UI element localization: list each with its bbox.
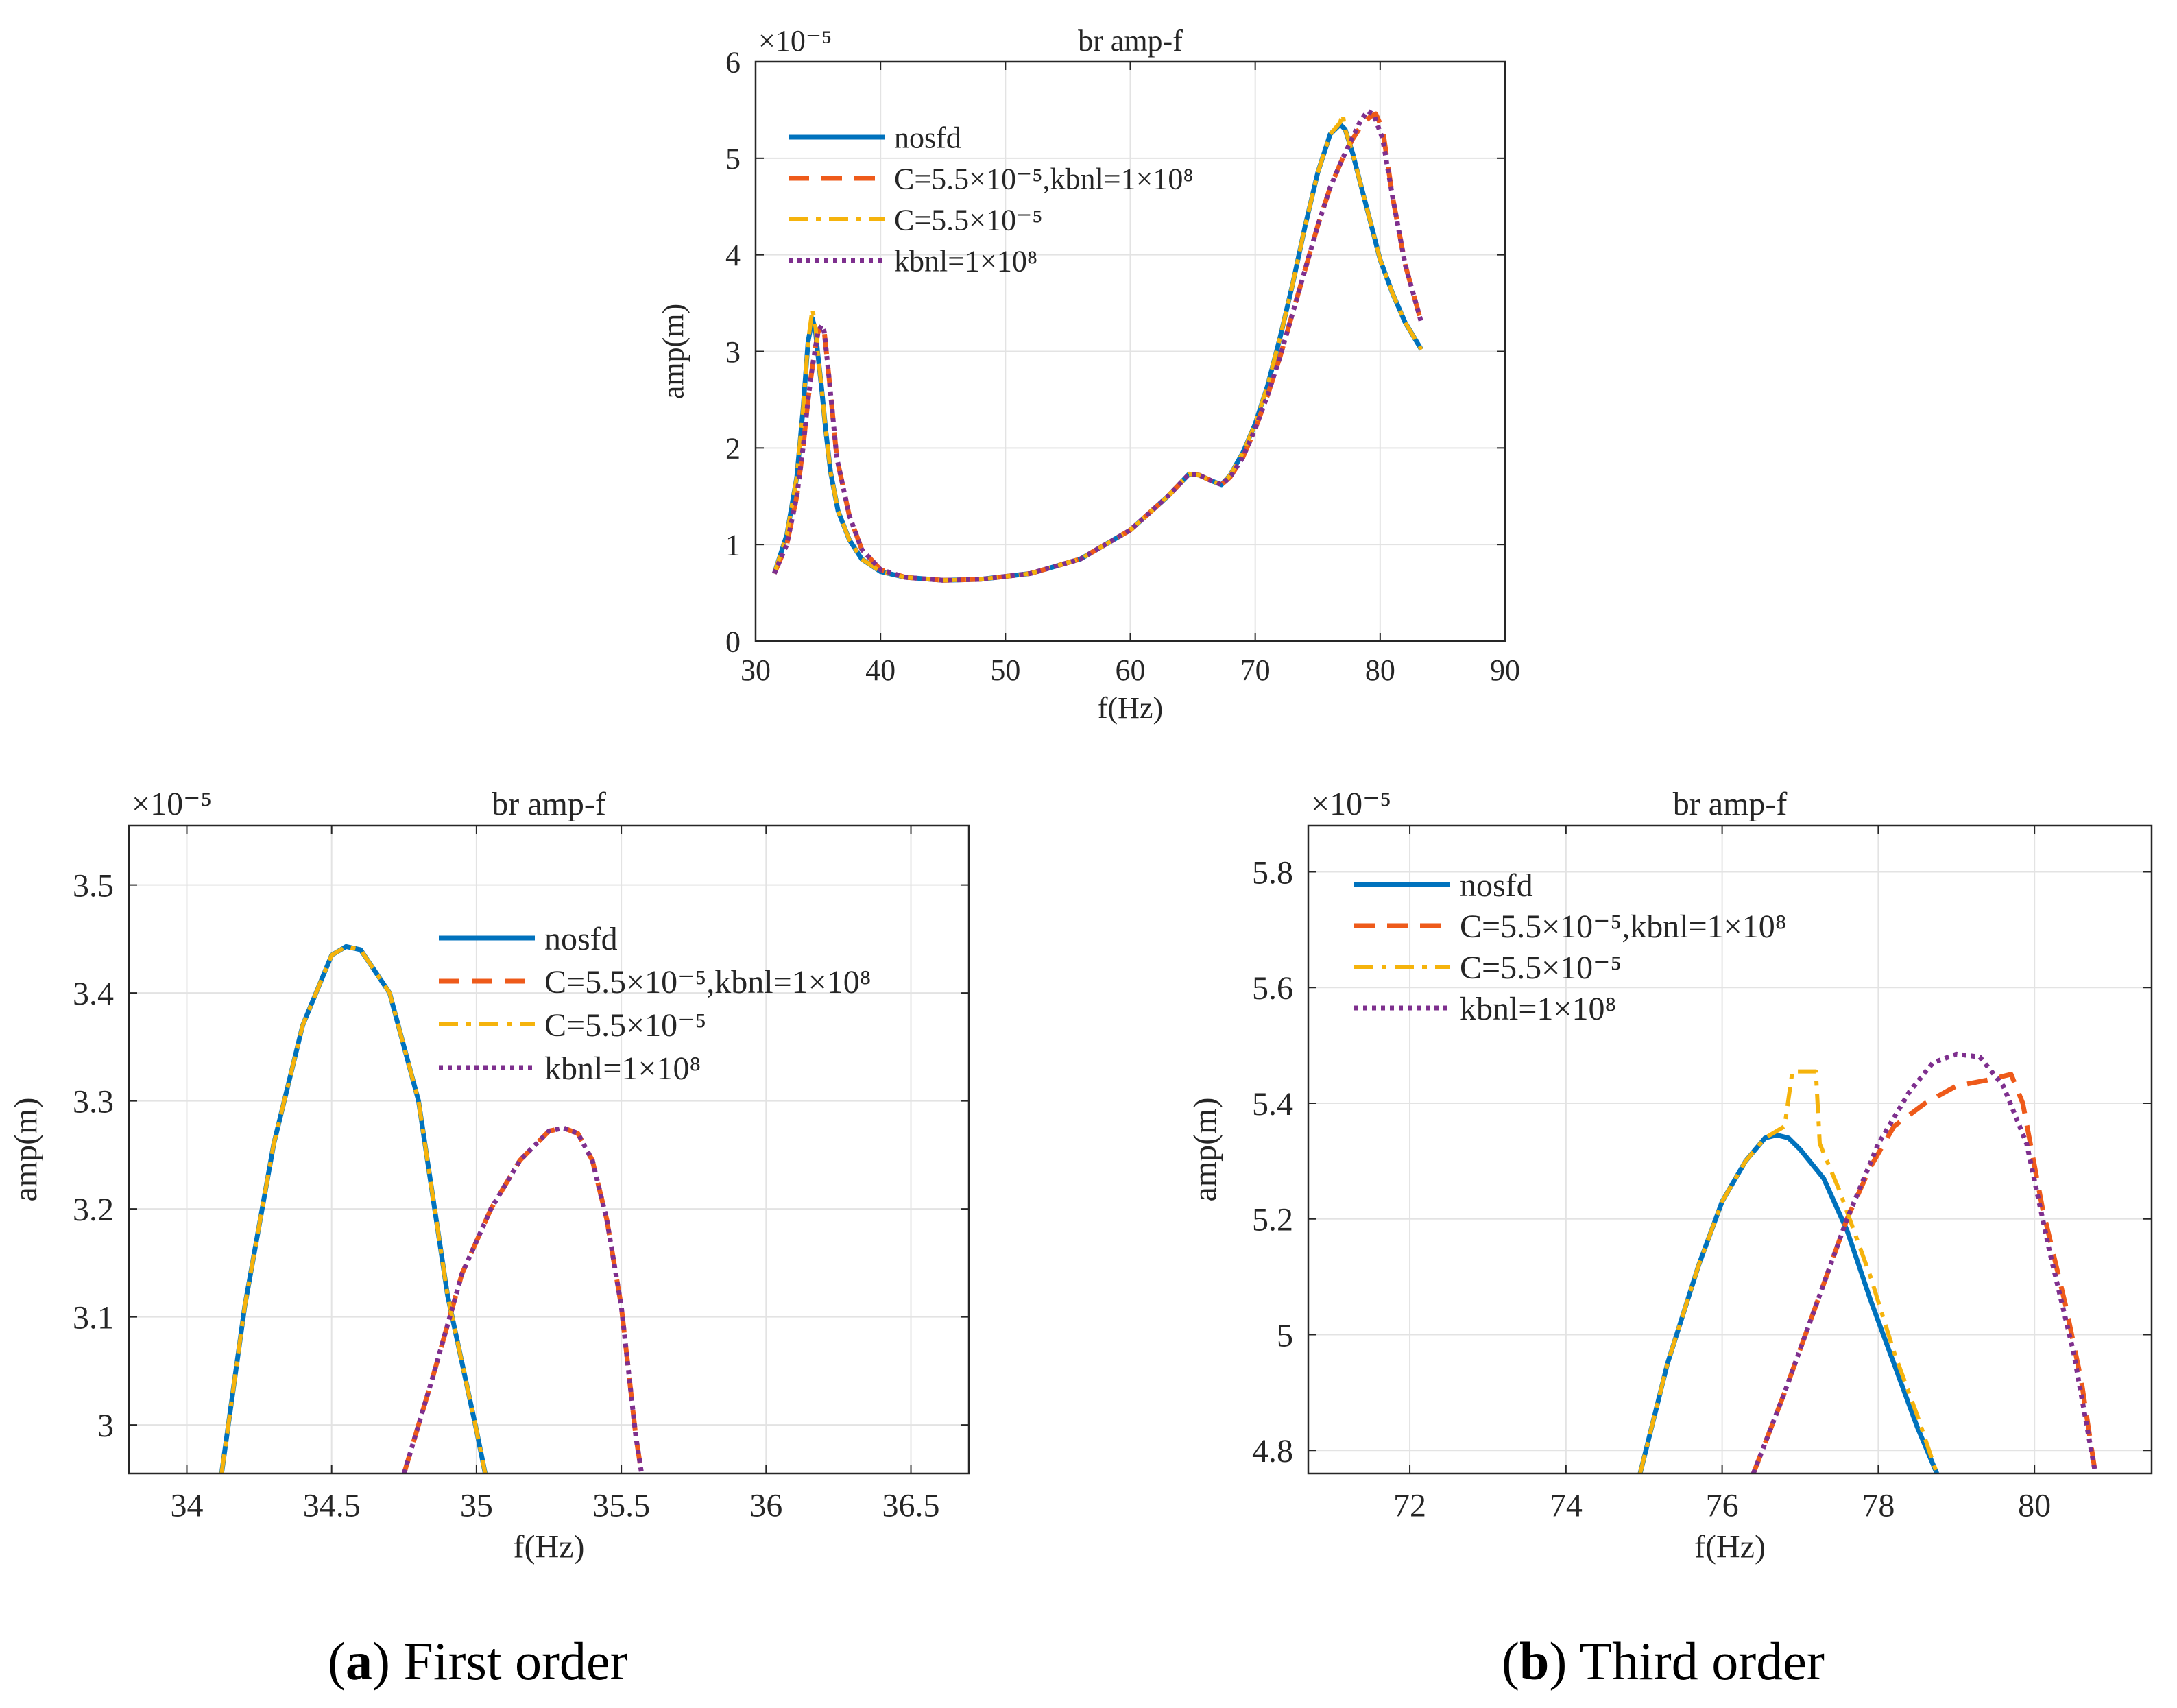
legend: nosfd C=5.5×10⁻⁵,kbnl=1×10⁸ C=5.5×10⁻⁵ kbnl… (1354, 867, 1786, 1027)
x-tick-label: 30 (741, 653, 771, 687)
series-line-2 (1751, 1072, 2098, 1474)
legend-label-3: C=5.5×10⁻⁵ (894, 203, 1043, 237)
legend-label-3: C=5.5×10⁻⁵ (544, 1007, 706, 1044)
x-tick-label: 70 (1240, 653, 1271, 687)
legend: nosfd C=5.5×10⁻⁵,kbnl=1×10⁸ C=5.5×10⁻⁵ kbnl… (789, 121, 1194, 278)
caption-b-letter: b (1519, 1631, 1550, 1691)
y-tick-label: 0 (725, 625, 741, 658)
x-tick-label: 35 (460, 1487, 493, 1524)
legend-label-3: C=5.5×10⁻⁵ (1460, 950, 1622, 986)
plot-area (1308, 826, 2152, 1474)
legend-label-1: nosfd (1460, 867, 1533, 904)
axes-frame (754, 60, 1506, 642)
y-exponent-label: ×10⁻⁵ (758, 24, 832, 58)
axes-frame (128, 824, 970, 1475)
x-tick-label: 76 (1706, 1487, 1739, 1524)
series-line-3 (772, 112, 1423, 583)
caption-a-text: First order (403, 1631, 628, 1691)
chart-title: br amp-f (1078, 24, 1183, 58)
axes-frame (1307, 824, 2153, 1475)
legend-label-1: nosfd (894, 121, 961, 154)
caption-b: (b) Third order (1502, 1631, 1825, 1691)
series-group (771, 108, 1424, 583)
caption-b-text: Third order (1579, 1631, 1825, 1691)
y-tick-label: 5 (1277, 1317, 1293, 1354)
y-tick-label: 3 (97, 1408, 114, 1444)
legend-label-4: kbnl=1×10⁸ (894, 244, 1037, 278)
y-tick-label: 3.3 (73, 1083, 114, 1120)
y-axis-label: amp(m) (8, 1098, 44, 1202)
x-tick-label: 36.5 (882, 1487, 940, 1524)
x-tick-label: 72 (1393, 1487, 1426, 1524)
x-tick-label: 36 (749, 1487, 782, 1524)
x-tick-label: 80 (2018, 1487, 2051, 1524)
y-tick-label: 5.2 (1252, 1202, 1293, 1238)
y-exponent-label: ×10⁻⁵ (132, 786, 212, 822)
x-tick-label: 60 (1116, 653, 1146, 687)
y-tick-label: 5.8 (1252, 854, 1293, 891)
x-axis-label: f(Hz) (514, 1528, 585, 1565)
y-tick-label: 4 (725, 239, 741, 272)
x-axis-label: f(Hz) (1694, 1528, 1766, 1565)
x-tick-label: 34.5 (303, 1487, 361, 1524)
legend-label-2: C=5.5×10⁻⁵,kbnl=1×10⁸ (894, 162, 1194, 195)
x-tick-label: 80 (1365, 653, 1395, 687)
series-line-4 (772, 108, 1424, 583)
y-axis-label: amp(m) (1187, 1098, 1223, 1202)
y-tick-label: 5.4 (1252, 1086, 1293, 1122)
y-tick-label: 3 (725, 335, 741, 369)
x-tick-label: 34 (170, 1487, 203, 1524)
y-tick-label: 3.2 (73, 1192, 114, 1228)
plot-area (129, 826, 969, 1474)
y-axis-label: amp(m) (656, 304, 690, 399)
y-tick-label: 1 (725, 529, 741, 562)
chart-top: 30 40 50 60 70 80 90 0 1 2 3 4 5 6 br amp-f f(Hz) amp(m)… (656, 24, 1520, 725)
y-tick-label: 3.1 (73, 1299, 114, 1336)
legend-label-2: C=5.5×10⁻⁵,kbnl=1×10⁸ (1460, 909, 1786, 945)
x-tick-label: 78 (1862, 1487, 1895, 1524)
y-tick-label: 6 (725, 45, 741, 79)
x-axis-label: f(Hz) (1098, 691, 1163, 725)
y-tick-label: 5.6 (1252, 970, 1293, 1007)
caption-a: (a) First order (328, 1631, 628, 1691)
x-tick-label: 74 (1550, 1487, 1583, 1524)
caption-a-letter: a (345, 1631, 372, 1691)
series-line-3 (1638, 1069, 1939, 1474)
legend-label-2: C=5.5×10⁻⁵,kbnl=1×10⁸ (544, 964, 871, 1000)
y-tick-label: 3.5 (73, 867, 114, 904)
series-line-1 (1637, 1132, 1940, 1474)
y-tick-label: 2 (725, 432, 741, 466)
legend-label-4: kbnl=1×10⁸ (1460, 991, 1616, 1027)
series-group (219, 943, 645, 1474)
chart-title: br amp-f (492, 786, 606, 822)
x-tick-label: 35.5 (592, 1487, 650, 1524)
legend-label-1: nosfd (544, 921, 618, 957)
series-group (1637, 1051, 2098, 1474)
series-line-4 (401, 1125, 645, 1474)
y-tick-label: 5 (725, 142, 741, 176)
legend-label-4: kbnl=1×10⁸ (544, 1050, 701, 1087)
series-line-3 (219, 944, 488, 1474)
y-tick-label: 4.8 (1252, 1433, 1293, 1469)
x-tick-label: 90 (1490, 653, 1520, 687)
y-exponent-label: ×10⁻⁵ (1311, 786, 1391, 822)
chart-title: br amp-f (1673, 786, 1788, 822)
chart-a: 34 34.5 35 35.5 36 36.5 3 3.1 3.2 3.3 3.4 3.5 br amp… (8, 786, 970, 1565)
y-tick-label: 3.4 (73, 976, 114, 1012)
legend: nosfd C=5.5×10⁻⁵,kbnl=1×10⁸ C=5.5×10⁻⁵ kbnl… (439, 921, 871, 1087)
x-tick-label: 40 (865, 653, 895, 687)
chart-b: 72 74 76 78 80 4.8 5 5.2 5.4 5.6 5.8 br amp-f f(Hz) a… (1187, 786, 2153, 1565)
x-tick-label: 50 (990, 653, 1020, 687)
